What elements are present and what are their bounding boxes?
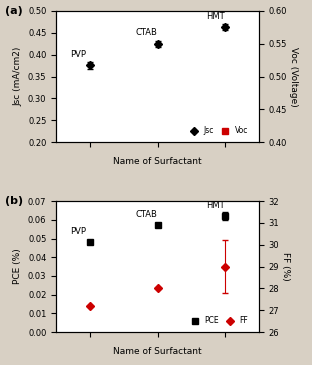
Y-axis label: PCE (%): PCE (%): [13, 249, 22, 284]
Text: PVP: PVP: [71, 50, 86, 59]
Text: HMT: HMT: [206, 201, 224, 210]
X-axis label: Name of Surfactant: Name of Surfactant: [113, 157, 202, 166]
Text: CTAB: CTAB: [135, 28, 157, 37]
Y-axis label: Jsc (mA/cm2): Jsc (mA/cm2): [13, 47, 22, 106]
Legend: Jsc, Voc: Jsc, Voc: [184, 123, 251, 138]
Text: (a): (a): [6, 6, 23, 16]
Text: (b): (b): [6, 196, 24, 206]
Y-axis label: FF (%): FF (%): [281, 252, 290, 281]
Legend: PCE, FF: PCE, FF: [184, 313, 251, 329]
Text: HMT: HMT: [206, 12, 224, 21]
Text: CTAB: CTAB: [135, 210, 157, 219]
X-axis label: Name of Surfactant: Name of Surfactant: [113, 347, 202, 357]
Y-axis label: Voc (Voltage): Voc (Voltage): [289, 47, 298, 106]
Text: PVP: PVP: [71, 227, 86, 236]
